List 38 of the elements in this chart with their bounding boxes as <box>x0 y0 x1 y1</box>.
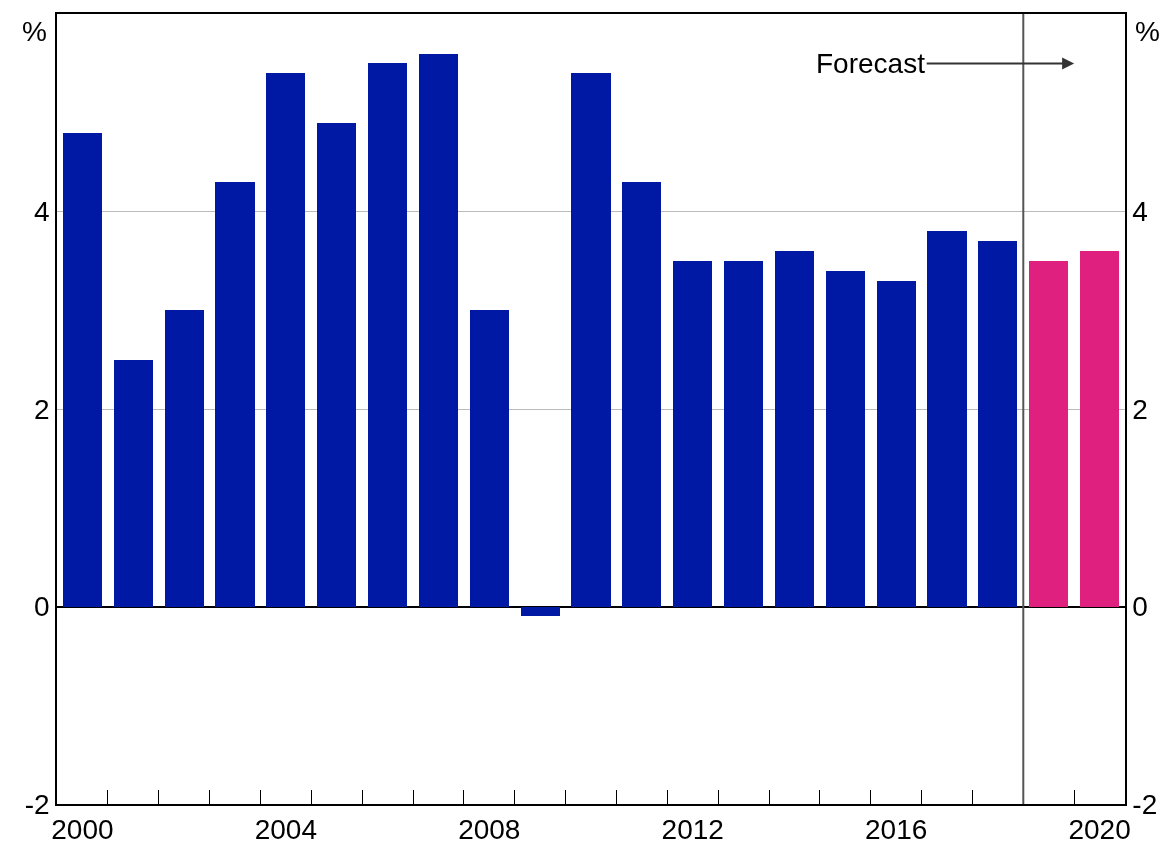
bar <box>165 310 204 607</box>
x-tick-label: 2016 <box>864 814 928 846</box>
y-tick-label: 2 <box>34 393 50 425</box>
bar <box>114 360 153 607</box>
x-tick-label: 2012 <box>661 814 724 846</box>
bar <box>978 241 1017 607</box>
annotation: Forecast <box>816 48 926 79</box>
bar <box>622 182 661 607</box>
x-tick-label: 2004 <box>254 814 318 846</box>
bar <box>317 123 356 607</box>
bar <box>673 261 712 607</box>
y2-tick-label: 4 <box>1132 196 1148 228</box>
bar <box>571 73 611 607</box>
y2-tick-label: 0 <box>1132 591 1148 623</box>
y-tick-label: 4 <box>34 196 50 228</box>
bar <box>470 310 509 607</box>
x-tick-label: 2008 <box>458 814 521 846</box>
x-tick-label: 2020 <box>1068 814 1131 846</box>
bar <box>521 607 560 616</box>
bar <box>63 133 102 607</box>
y2-tick-label: -2 <box>1132 788 1158 820</box>
y2-tick-label: 2 <box>1132 393 1148 425</box>
x-tick-label: 2000 <box>51 814 114 846</box>
y-axis-title: % <box>22 16 47 47</box>
y2-axis-title: % <box>1135 16 1160 47</box>
bar <box>419 54 458 607</box>
y-tick-label: 0 <box>34 591 50 623</box>
bar <box>1029 261 1068 607</box>
bar <box>775 251 814 607</box>
bar <box>826 271 865 607</box>
bar <box>877 281 916 607</box>
bar <box>368 63 407 607</box>
bar <box>1080 251 1119 607</box>
bar <box>724 261 763 607</box>
bar <box>266 73 305 607</box>
bar <box>215 182 255 607</box>
bar <box>927 231 967 607</box>
y-tick-label: -2 <box>24 788 50 820</box>
